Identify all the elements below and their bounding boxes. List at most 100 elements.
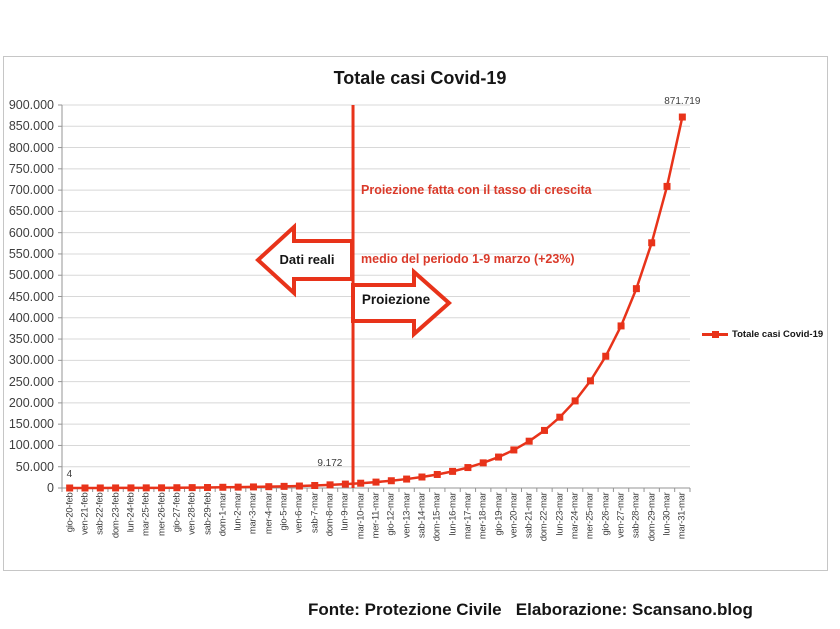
y-tick-label: 700.000 [8,183,54,198]
x-tick-label: mar-25-feb [140,492,152,536]
x-tick-label: gio-5-mar [278,492,290,531]
data-point-label: 4 [66,468,73,480]
data-point-marker [449,467,457,475]
x-tick-label: mer-25-mar [584,492,596,540]
y-tick-label: 150.000 [8,417,54,432]
x-tick-label: gio-20-feb [64,492,76,533]
x-tick-label: lun-16-mar [447,492,459,536]
data-point-marker [586,377,594,385]
x-tick-label: mer-18-mar [477,492,489,540]
y-tick-label: 400.000 [8,310,54,325]
data-point-marker [326,481,334,489]
data-point-marker [433,470,441,478]
y-tick-label: 500.000 [8,268,54,283]
x-tick-label: mer-4-mar [263,492,275,535]
data-point-marker [265,483,273,491]
data-point-marker [540,426,548,434]
x-tick-label: ven-6-mar [293,492,305,534]
data-point-marker [464,464,472,472]
x-tick-label: dom-22-mar [538,492,550,542]
data-point-marker [525,437,533,445]
x-tick-label: dom-1-mar [217,492,229,537]
data-point-marker [188,484,196,492]
x-tick-label: sab-21-mar [523,492,535,539]
y-tick-label: 50.000 [15,459,54,474]
data-point-marker [173,484,181,492]
x-tick-label: sab-28-mar [630,492,642,539]
data-point-marker [158,484,166,492]
x-tick-label: dom-8-mar [324,492,336,537]
y-tick-label: 100.000 [8,438,54,453]
x-tick-label: mar-17-mar [462,492,474,540]
x-tick-label: lun-23-mar [554,492,566,536]
x-tick-label: dom-23-feb [110,492,122,539]
y-tick-label: 750.000 [8,161,54,176]
footer-credit: Fonte: Protezione Civile Elaborazione: S… [308,600,753,619]
data-point-marker [234,483,242,491]
x-tick-label: ven-27-mar [615,492,627,539]
data-point-marker [280,482,288,490]
x-tick-label: sab-14-mar [416,492,428,539]
x-tick-label: sab-29-feb [202,492,213,535]
annotation-line-2: medio del periodo 1-9 marzo (+23%) [361,252,575,266]
data-point-marker [556,413,564,421]
data-point-marker [648,239,656,247]
y-tick-label: 550.000 [8,246,54,261]
data-point-marker [66,484,74,492]
y-tick-label: 300.000 [8,353,54,368]
y-tick-label: 450.000 [8,289,54,304]
data-point-marker [142,484,150,492]
data-point-marker [495,453,503,461]
data-point-marker [204,484,212,492]
x-tick-label: mer-11-mar [370,492,382,539]
x-tick-label: ven-13-mar [401,492,413,539]
data-point-marker [479,459,487,467]
data-point-marker [372,478,380,486]
data-point-marker [341,480,349,488]
y-tick-label: 900.000 [8,98,54,112]
data-point-marker [510,446,518,454]
chart-title: Totale casi Covid-19 [333,68,507,88]
data-point-marker [387,477,395,485]
y-tick-label: 0 [47,481,54,495]
x-tick-label: mar-31-mar [676,492,688,540]
y-tick-label: 850.000 [8,119,54,134]
x-tick-label: dom-15-mar [431,492,443,542]
y-tick-label: 600.000 [8,225,54,240]
y-tick-label: 800.000 [8,140,54,155]
data-point-marker [571,397,579,405]
legend: Totale casi Covid-19 [702,329,823,340]
legend-label: Totale casi Covid-19 [732,329,824,340]
proiezione-label: Proiezione [361,292,431,307]
legend-square-icon [711,331,719,338]
x-tick-label: mar-3-mar [247,492,259,535]
data-point-label: 9.172 [317,458,343,470]
data-point-marker [357,479,365,487]
x-tick-label: lun-30-mar [661,492,673,536]
x-tick-label: gio-12-mar [385,492,397,536]
data-point-marker [403,475,411,483]
data-point-marker [295,482,303,490]
proiezione-arrow-shape [351,267,453,339]
x-tick-label: mar-10-mar [355,492,367,540]
x-tick-label: mar-24-mar [569,492,581,540]
data-point-label: 871.719 [664,96,701,108]
x-tick-label: gio-26-mar [600,492,612,536]
data-point-marker [127,484,135,492]
x-tick-label: ven-20-mar [508,492,520,539]
x-tick-label: lun-2-mar [232,492,244,531]
projection-annotation: Proiezione fatta con il tasso di crescit… [361,133,592,317]
x-tick-label: lun-9-mar [339,492,351,531]
legend-series-marker-icon [702,331,728,338]
y-tick-label: 350.000 [8,332,54,347]
data-point-marker [418,473,426,481]
data-point-marker [81,484,89,492]
x-tick-label: gio-27-feb [171,492,183,533]
data-point-marker [112,484,120,492]
x-tick-label: ven-28-feb [186,492,198,535]
arrows-layer [255,222,453,339]
y-tick-label: 200.000 [8,395,54,410]
dati-reali-arrow-shape [255,222,354,298]
data-point-marker [663,182,671,190]
